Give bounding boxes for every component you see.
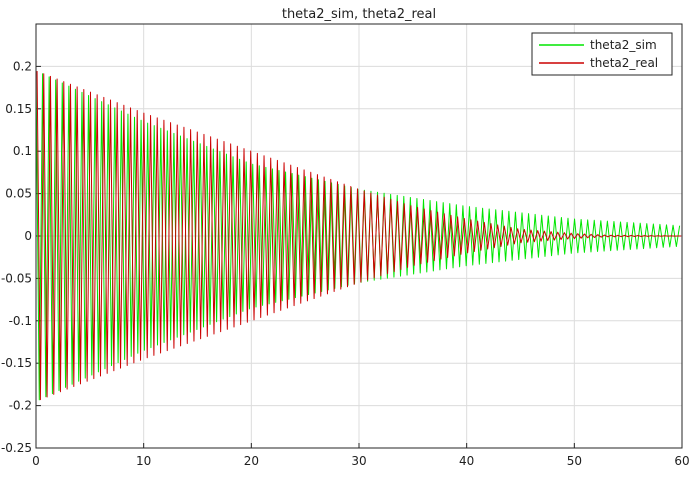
x-tick-label: 50 xyxy=(567,454,582,468)
series-line-theta2-real xyxy=(36,71,682,401)
y-tick-label: 0.15 xyxy=(5,102,32,116)
plot-frame xyxy=(35,23,683,449)
legend-box xyxy=(531,32,673,76)
legend-label-theta2-real: theta2_real xyxy=(590,56,658,70)
y-tick-label: -0.1 xyxy=(9,314,32,328)
x-tick-label: 40 xyxy=(459,454,474,468)
series-layer xyxy=(35,70,682,401)
legend[interactable]: theta2_sim theta2_real xyxy=(531,32,673,76)
y-tick-label: 0.05 xyxy=(5,187,32,201)
x-tick-label: 30 xyxy=(351,454,366,468)
y-tick-label: 0.1 xyxy=(13,144,32,158)
chart-title: theta2_sim, theta2_real xyxy=(282,7,436,22)
x-tick-label: 60 xyxy=(674,454,689,468)
legend-label-theta2-sim: theta2_sim xyxy=(590,38,657,52)
y-tick-label: 0.2 xyxy=(13,59,32,73)
x-tick-label: 10 xyxy=(136,454,151,468)
y-tick-label: -0.25 xyxy=(1,441,32,455)
x-tick-label: 0 xyxy=(32,454,40,468)
y-tick-label: 0 xyxy=(24,229,32,243)
y-tick-label: -0.05 xyxy=(1,271,32,285)
y-tick-label: -0.15 xyxy=(1,356,32,370)
tick-labels: 0 10 20 30 40 50 60 -0.25 -0.2 -0.15 -0.1 -0.05 0 0.0… xyxy=(1,59,690,468)
x-tick-label: 20 xyxy=(244,454,259,468)
y-tick-label: -0.2 xyxy=(9,399,32,413)
